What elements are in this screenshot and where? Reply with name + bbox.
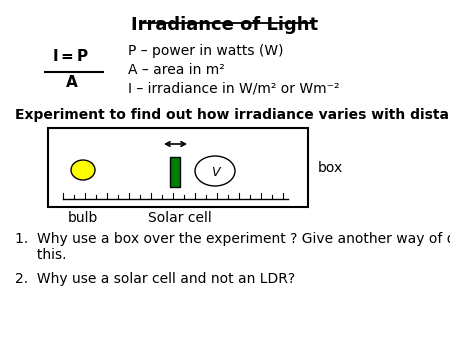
- Text: A – area in m²: A – area in m²: [128, 63, 225, 77]
- Ellipse shape: [71, 160, 95, 180]
- Text: Experiment to find out how irradiance varies with distance.: Experiment to find out how irradiance va…: [15, 108, 450, 122]
- Text: 2.  Why use a solar cell and not an LDR?: 2. Why use a solar cell and not an LDR?: [15, 272, 295, 286]
- Text: Irradiance of Light: Irradiance of Light: [131, 16, 319, 34]
- Text: $\mathbf{A}$: $\mathbf{A}$: [65, 74, 79, 90]
- Ellipse shape: [195, 156, 235, 186]
- Text: bulb: bulb: [68, 211, 98, 225]
- Text: $\mathbf{I = P}$: $\mathbf{I = P}$: [52, 48, 89, 64]
- Text: 1.  Why use a box over the experiment ? Give another way of doing
     this.: 1. Why use a box over the experiment ? G…: [15, 232, 450, 262]
- Text: P – power in watts (W): P – power in watts (W): [128, 44, 284, 58]
- Text: I – irradiance in W/m² or Wm⁻²: I – irradiance in W/m² or Wm⁻²: [128, 82, 339, 96]
- Text: box: box: [318, 161, 343, 174]
- Text: V: V: [211, 166, 219, 178]
- Bar: [170, 157, 180, 187]
- Text: Solar cell: Solar cell: [148, 211, 212, 225]
- Bar: [48, 128, 308, 207]
